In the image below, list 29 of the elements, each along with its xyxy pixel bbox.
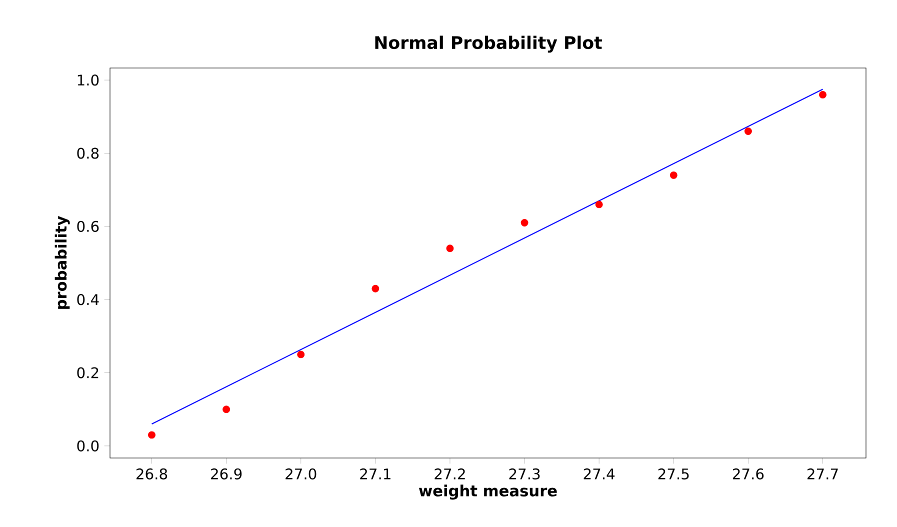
point [297, 350, 305, 358]
x-tick-label: 27.4 [584, 468, 615, 480]
x-tick-label: 27.2 [434, 468, 465, 480]
y-tick-label: 0.4 [77, 294, 99, 306]
y-tick-label: 0.2 [77, 367, 98, 378]
x-axis-title: weight measure [418, 484, 557, 500]
x-tick-label: 27.3 [509, 468, 540, 480]
y-tick-label: 1.0 [78, 74, 99, 86]
x-tick-label: 26.9 [211, 468, 242, 480]
y-axis-title: probability [54, 216, 70, 309]
x-tick-label: 27.0 [286, 468, 316, 480]
point [744, 128, 752, 136]
x-tick-label: 27.5 [658, 468, 689, 480]
y-tick-label: 0.8 [77, 148, 99, 159]
point [446, 244, 454, 252]
point [372, 284, 380, 292]
x-tick-label: 27.7 [807, 468, 838, 480]
point [222, 406, 230, 414]
y-tick-label: 0.6 [77, 220, 99, 232]
point [520, 219, 528, 226]
y-tick-label: 0.0 [77, 440, 99, 452]
x-tick-label: 26.8 [136, 468, 168, 480]
point [819, 90, 826, 98]
x-tick-label: 27.1 [360, 468, 390, 480]
point [595, 200, 603, 208]
point [148, 431, 156, 439]
point [670, 171, 678, 179]
x-tick-label: 27.6 [732, 468, 764, 480]
chart-title: Normal Probability Plot [375, 36, 602, 53]
